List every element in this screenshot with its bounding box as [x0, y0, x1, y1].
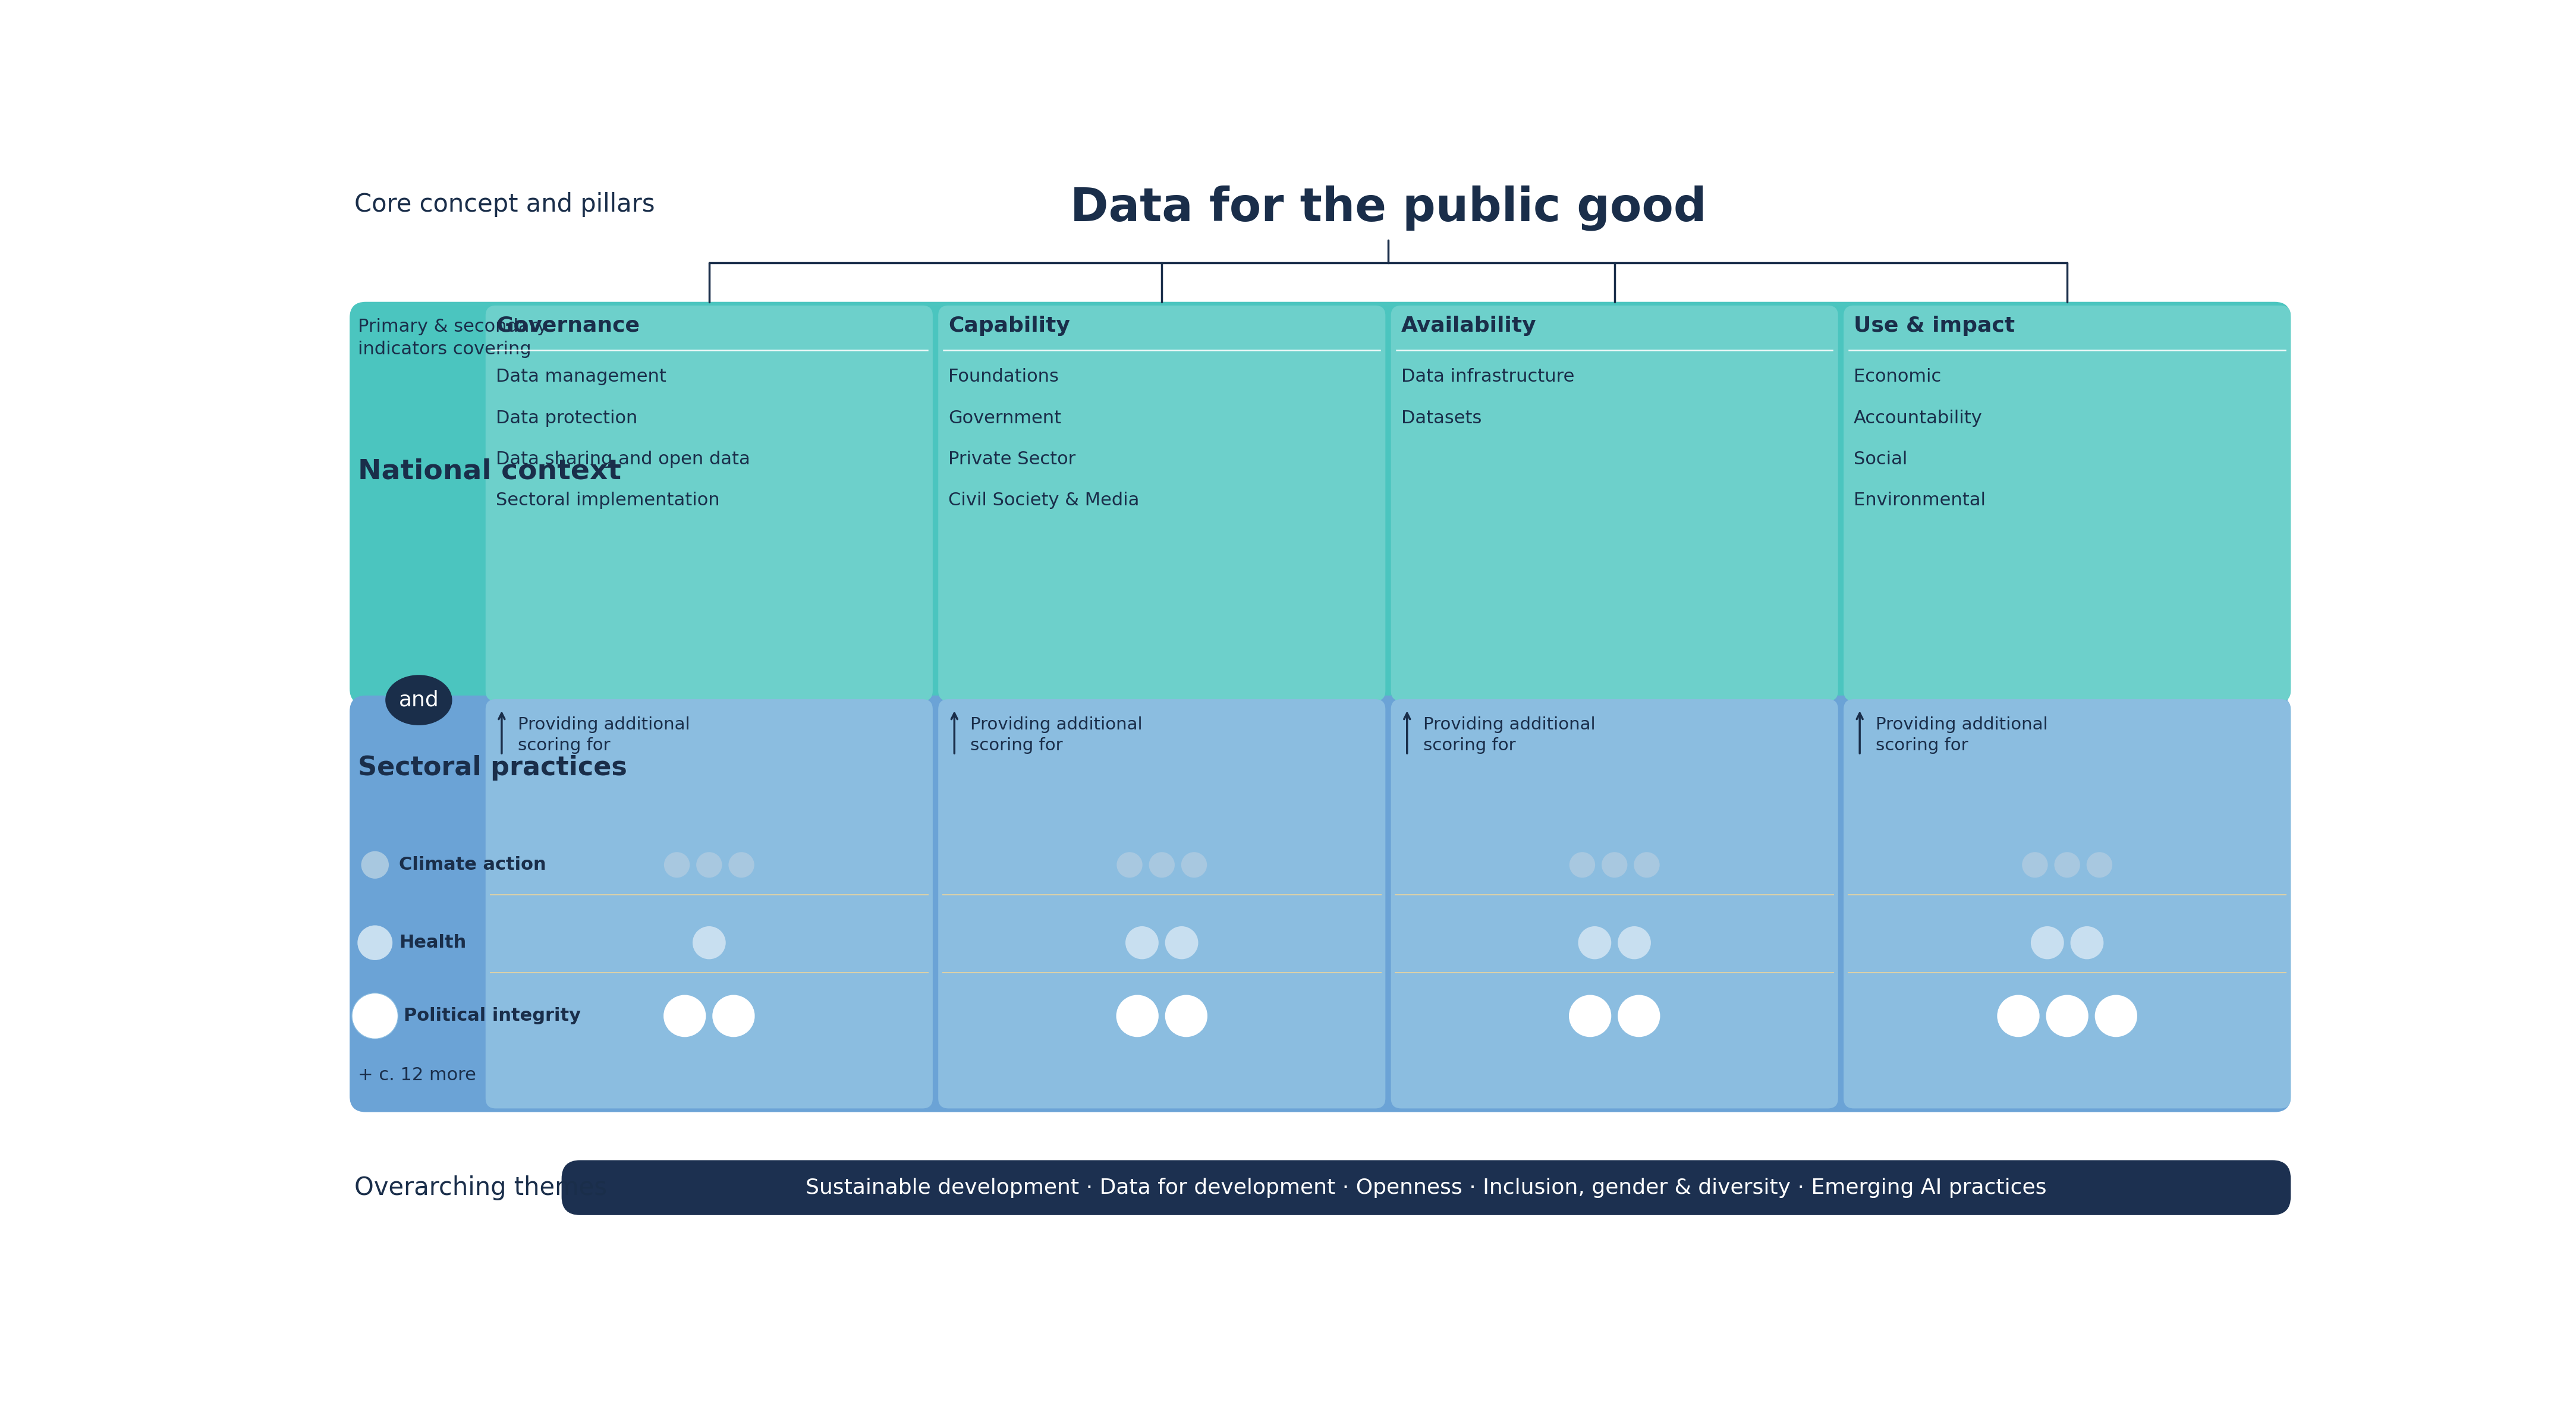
Text: Providing additional
scoring for: Providing additional scoring for: [971, 716, 1144, 754]
Circle shape: [714, 995, 755, 1037]
Text: Private Sector: Private Sector: [948, 451, 1077, 468]
Text: Sectoral practices: Sectoral practices: [358, 755, 626, 781]
Circle shape: [1618, 995, 1659, 1037]
Circle shape: [2045, 995, 2089, 1037]
Text: Providing additional
scoring for: Providing additional scoring for: [1875, 716, 2048, 754]
Circle shape: [1633, 852, 1659, 878]
Circle shape: [1164, 995, 1208, 1037]
Circle shape: [1115, 995, 1159, 1037]
Circle shape: [1126, 926, 1159, 960]
Circle shape: [693, 926, 726, 960]
Circle shape: [1996, 995, 2040, 1037]
FancyBboxPatch shape: [1844, 699, 2290, 1109]
FancyBboxPatch shape: [1391, 699, 1839, 1109]
Text: Accountability: Accountability: [1855, 410, 1984, 427]
Circle shape: [1618, 926, 1651, 960]
Circle shape: [2087, 852, 2112, 878]
Text: National context: National context: [358, 458, 621, 485]
Text: Datasets: Datasets: [1401, 410, 1481, 427]
FancyBboxPatch shape: [938, 699, 1386, 1109]
Text: Primary & secondary
indicators covering: Primary & secondary indicators covering: [358, 318, 549, 358]
Circle shape: [729, 852, 755, 878]
Circle shape: [1164, 926, 1198, 960]
Circle shape: [1569, 852, 1595, 878]
FancyBboxPatch shape: [562, 1160, 2290, 1215]
Text: Sectoral implementation: Sectoral implementation: [495, 492, 719, 509]
Circle shape: [358, 926, 392, 960]
Text: Capability: Capability: [948, 316, 1069, 335]
Text: Data management: Data management: [495, 368, 667, 386]
Circle shape: [361, 851, 389, 879]
Text: Data sharing and open data: Data sharing and open data: [495, 451, 750, 468]
FancyBboxPatch shape: [1391, 306, 1839, 702]
Circle shape: [1115, 852, 1144, 878]
FancyBboxPatch shape: [1844, 306, 2290, 702]
Text: + c. 12 more: + c. 12 more: [358, 1067, 477, 1084]
Text: Sustainable development · Data for development · Openness · Inclusion, gender & : Sustainable development · Data for devel…: [806, 1178, 2048, 1198]
Circle shape: [2022, 852, 2048, 878]
Text: Environmental: Environmental: [1855, 492, 1986, 509]
FancyBboxPatch shape: [350, 302, 2290, 704]
Text: Climate action: Climate action: [399, 857, 546, 874]
Text: Core concept and pillars: Core concept and pillars: [355, 192, 654, 217]
Circle shape: [2030, 926, 2063, 960]
Circle shape: [1602, 852, 1628, 878]
Circle shape: [2053, 852, 2079, 878]
Text: Government: Government: [948, 410, 1061, 427]
Text: Health: Health: [399, 934, 466, 951]
Text: Data for the public good: Data for the public good: [1069, 185, 1705, 231]
Text: Availability: Availability: [1401, 316, 1535, 335]
Ellipse shape: [386, 675, 453, 726]
FancyBboxPatch shape: [350, 696, 2290, 1112]
Text: Overarching themes: Overarching themes: [355, 1175, 608, 1200]
Circle shape: [2071, 926, 2105, 960]
Circle shape: [1149, 852, 1175, 878]
Text: Use & impact: Use & impact: [1855, 316, 2014, 335]
Text: Data protection: Data protection: [495, 410, 636, 427]
FancyBboxPatch shape: [484, 306, 933, 702]
Text: Civil Society & Media: Civil Society & Media: [948, 492, 1139, 509]
Text: Foundations: Foundations: [948, 368, 1059, 386]
Circle shape: [696, 852, 721, 878]
Circle shape: [353, 993, 399, 1038]
Text: Social: Social: [1855, 451, 1906, 468]
Text: and: and: [399, 690, 438, 710]
FancyBboxPatch shape: [938, 306, 1386, 702]
Text: Providing additional
scoring for: Providing additional scoring for: [518, 716, 690, 754]
Circle shape: [665, 852, 690, 878]
Circle shape: [665, 995, 706, 1037]
Text: Data infrastructure: Data infrastructure: [1401, 368, 1574, 386]
Circle shape: [2094, 995, 2138, 1037]
Circle shape: [1182, 852, 1208, 878]
Text: Political integrity: Political integrity: [404, 1007, 580, 1024]
Text: Providing additional
scoring for: Providing additional scoring for: [1422, 716, 1595, 754]
Text: Governance: Governance: [495, 316, 639, 335]
Circle shape: [1579, 926, 1610, 960]
Circle shape: [1569, 995, 1610, 1037]
FancyBboxPatch shape: [484, 699, 933, 1109]
Text: Economic: Economic: [1855, 368, 1942, 386]
